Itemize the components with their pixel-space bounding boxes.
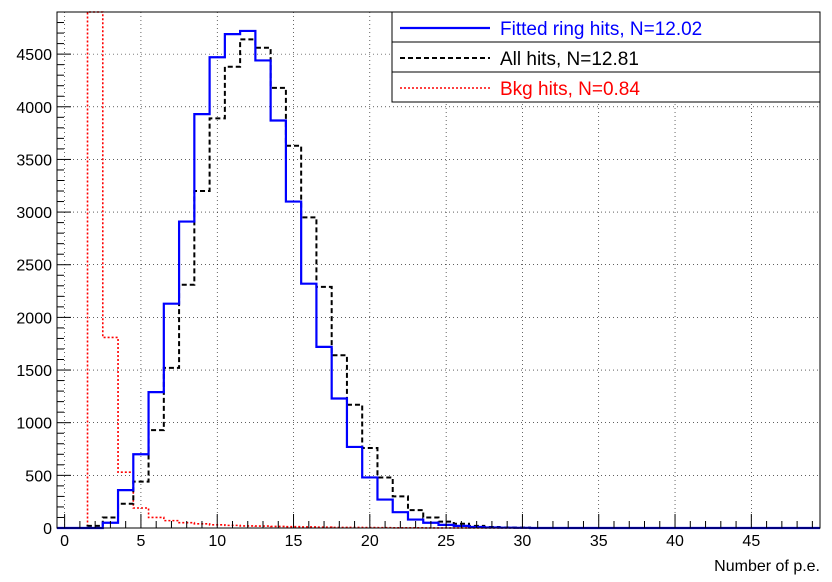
y-tick-label: 500 (25, 468, 52, 485)
y-tick-label: 2000 (16, 310, 52, 327)
x-tick-label: 10 (208, 533, 226, 550)
x-tick-label: 25 (437, 533, 455, 550)
y-tick-label: 4000 (16, 100, 52, 117)
x-tick-label: 35 (590, 533, 608, 550)
x-tick-label: 20 (361, 533, 379, 550)
y-tick-label: 3000 (16, 205, 52, 222)
x-axis-title: Number of p.e. (714, 558, 820, 575)
axes: 0 5 10 15 20 25 30 35 40 45 0 500 1000 1500 2000 2500 30… (16, 11, 813, 550)
x-tick-label: 45 (742, 533, 760, 550)
legend-label-2: All hits, N=12.81 (500, 49, 639, 70)
y-tick-label: 4500 (16, 47, 52, 64)
x-tick-label: 40 (666, 533, 684, 550)
y-tick-label: 3500 (16, 152, 52, 169)
x-tick-label: 15 (285, 533, 303, 550)
y-tick-label: 1000 (16, 416, 52, 433)
y-tick-label: 1500 (16, 363, 52, 380)
legend-label-1: Fitted ring hits, N=12.02 (500, 19, 702, 40)
x-tick-label: 0 (60, 533, 69, 550)
legend-label-3: Bkg hits, N=0.84 (500, 79, 640, 100)
y-tick-label: 0 (43, 521, 52, 538)
y-tick-label: 2500 (16, 258, 52, 275)
legend: Fitted ring hits, N=12.02 All hits, N=12.… (391, 11, 821, 103)
x-tick-label: 5 (136, 533, 145, 550)
x-tick-label: 30 (514, 533, 532, 550)
